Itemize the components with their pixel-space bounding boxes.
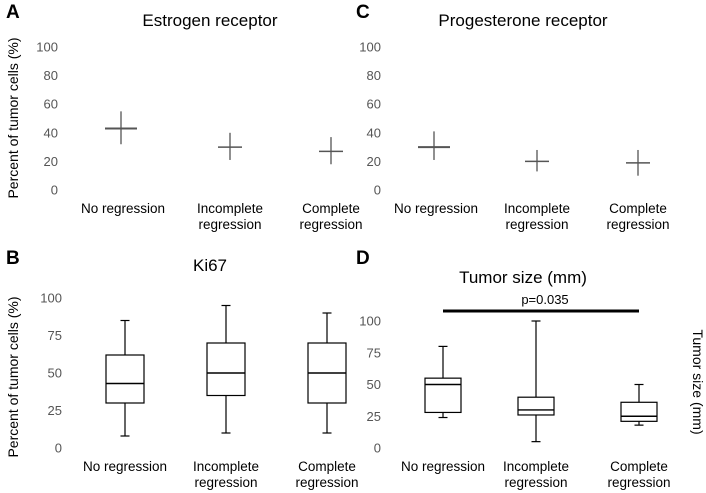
box (206, 342, 246, 397)
y-axis-label: Tumor size (mm) (690, 329, 706, 434)
x-category-label: regression (198, 217, 261, 232)
x-category-label: No regression (83, 459, 167, 474)
x-category-label: Incomplete (503, 459, 569, 474)
x-category-label: regression (295, 475, 358, 490)
y-tick-label: 20 (367, 154, 381, 169)
y-axis-label: Percent of tumor cells (%) (5, 37, 21, 198)
x-category-label: regression (606, 217, 669, 232)
x-category-label: regression (194, 475, 257, 490)
chart-title: Estrogen receptor (142, 11, 277, 30)
chart-panel-b: B Ki67 0 25 50 75 100 Percent of tumor cells (%… (5, 248, 359, 490)
x-category-label: Complete (302, 201, 360, 216)
y-tick-label: 0 (374, 441, 381, 456)
x-category-label: regression (299, 217, 362, 232)
y-tick-label: 75 (367, 345, 381, 360)
x-category-label: Incomplete (504, 201, 570, 216)
y-axis-label: Percent of tumor cells (%) (5, 296, 21, 457)
y-tick-label: 25 (48, 403, 62, 418)
panel-letter: D (356, 248, 370, 269)
x-category-label: regression (504, 475, 567, 490)
y-tick-label: 80 (44, 68, 58, 83)
y-tick-label: 100 (36, 40, 58, 55)
y-tick-label: 0 (374, 183, 381, 198)
y-tick-label: 50 (48, 366, 62, 381)
y-tick-label: 100 (359, 40, 381, 55)
box (517, 396, 555, 416)
panel-letter: C (356, 2, 370, 23)
y-tick-label: 40 (367, 125, 381, 140)
panel-letter: A (6, 2, 20, 23)
chart-title: Tumor size (mm) (459, 268, 587, 287)
y-tick-label: 20 (44, 154, 58, 169)
chart-panel-a: A Estrogen receptor 0 20 40 60 80 100 Percent of… (5, 2, 363, 232)
x-category-label: Incomplete (193, 459, 259, 474)
box (424, 377, 462, 414)
panel-letter: B (6, 248, 20, 269)
y-tick-label: 25 (367, 409, 381, 424)
x-category-label: No regression (401, 459, 485, 474)
y-tick-label: 80 (367, 68, 381, 83)
x-category-label: Complete (609, 201, 667, 216)
y-tick-label: 50 (367, 377, 381, 392)
x-category-label: regression (607, 475, 670, 490)
y-tick-label: 60 (367, 97, 381, 112)
x-category-label: No regression (394, 201, 478, 216)
chart-panel-c: C Progesterone receptor 0 20 40 60 80 100 No reg… (356, 2, 670, 232)
p-value-label: p=0.035 (521, 292, 568, 307)
y-tick-label: 100 (359, 314, 381, 329)
y-tick-label: 100 (40, 291, 62, 306)
y-tick-label: 75 (48, 328, 62, 343)
chart-title: Progesterone receptor (438, 11, 607, 30)
chart-panel-d: D Tumor size (mm) 0 25 50 75 100 Tumor size (mm… (356, 248, 706, 490)
y-tick-label: 40 (44, 125, 58, 140)
chart-title: Ki67 (193, 256, 227, 275)
y-tick-label: 60 (44, 97, 58, 112)
box (620, 401, 658, 422)
y-tick-label: 0 (55, 441, 62, 456)
x-category-label: Complete (610, 459, 668, 474)
x-category-label: Complete (298, 459, 356, 474)
box (105, 354, 145, 404)
x-category-label: regression (505, 217, 568, 232)
y-tick-label: 0 (51, 183, 58, 198)
x-category-label: No regression (81, 201, 165, 216)
x-category-label: Incomplete (197, 201, 263, 216)
